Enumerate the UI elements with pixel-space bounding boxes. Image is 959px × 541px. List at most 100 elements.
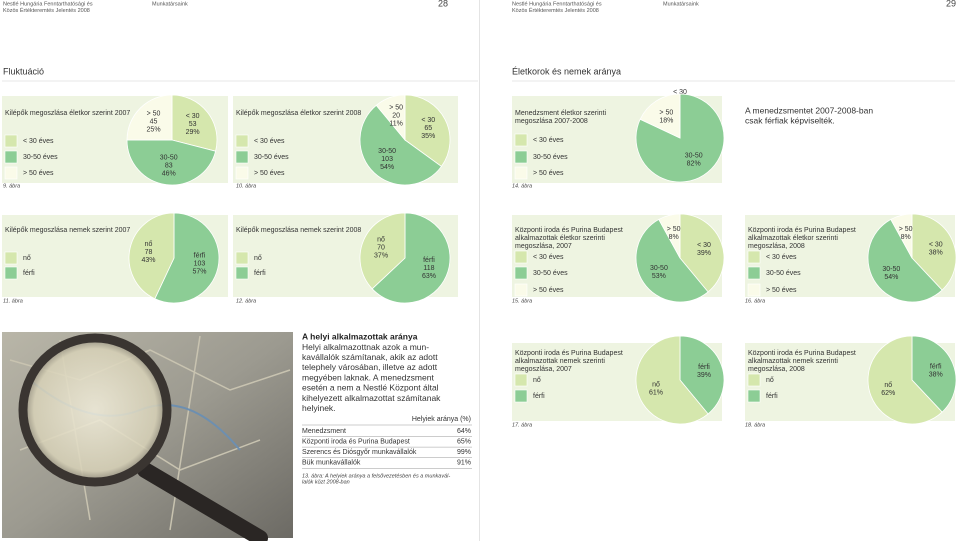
legend-swatch [747, 250, 761, 264]
pie-slice [635, 335, 709, 425]
table-cell: Menedzsment [302, 428, 346, 435]
header-publisher: Közös Értékteremtés Jelentés 2008 [3, 7, 90, 14]
slice-label: 118 [423, 265, 434, 272]
pie-slice [911, 213, 957, 291]
table-cell: 91% [457, 460, 471, 467]
slice-label: 78 [145, 249, 153, 256]
pie-slice [867, 335, 943, 425]
slice-label: nő [377, 236, 385, 243]
paragraph-line: telephely városában, illetve az adott [302, 362, 438, 372]
slice-label: < 30 [929, 241, 943, 248]
pie-slice [359, 212, 406, 290]
figure-title: Kilépők megoszlása nemek szerint 2007 [5, 227, 130, 234]
pie-slice [375, 94, 406, 142]
paragraph-line: kavállalók számítanak, akik az adott [302, 352, 438, 362]
slice-label: 30-50 [882, 266, 900, 273]
slice-label: 45 [150, 118, 158, 125]
table-cell: 64% [457, 428, 471, 435]
figure-title: megoszlása, 2008 [748, 366, 805, 373]
figure-caption: 11. ábra [3, 298, 23, 304]
slice-label: 11% [389, 120, 403, 127]
slice-label: 65 [424, 125, 432, 132]
pie-slice [890, 213, 913, 259]
slice-label: 39% [697, 250, 711, 257]
slice-label: férfi [423, 257, 435, 264]
legend-label: < 30 éves [254, 138, 285, 145]
pie-slice [679, 335, 725, 415]
figure-title: Kilépők megoszlása nemek szerint 2008 [236, 227, 361, 234]
pie-slice [128, 212, 175, 300]
lens-handle [137, 462, 268, 541]
slice-label: 8% [669, 234, 679, 241]
slice-label: 61% [649, 389, 663, 396]
legend-swatch [4, 150, 18, 164]
figure-title: Kilépők megoszlása életkor szerint 2008 [236, 110, 361, 117]
figure-caption: 9. ábra [3, 183, 20, 189]
legend-label: < 30 éves [533, 137, 564, 144]
legend-swatch [514, 250, 528, 264]
table-caption: lalók közt 2008-ban [302, 479, 350, 485]
figure-caption: 17. ábra [512, 422, 532, 428]
figure-title: alkalmazottak nemek szerinti [748, 358, 838, 365]
slice-label: 54% [380, 164, 394, 171]
slice-label: 8% [901, 234, 911, 241]
slice-label: 38% [929, 371, 943, 378]
slice-label: 38% [929, 249, 943, 256]
pie-slice [867, 218, 943, 303]
slice-label: 83 [165, 163, 173, 170]
pie-slice [635, 218, 709, 303]
figure-title: alkalmazottak életkor szerinti [748, 235, 838, 242]
slice-label: 39% [697, 372, 711, 379]
slice-label: 57% [192, 269, 206, 276]
pie-slice [126, 94, 173, 141]
table-caption: 13. ábra: A helyiek aránya a felsővezeté… [302, 473, 450, 479]
table-cell: 99% [457, 449, 471, 456]
pie-slice [639, 93, 681, 139]
legend-label: férfi [254, 270, 266, 277]
figure-title: Központi iroda és Purina Budapest [515, 350, 623, 357]
figure-caption: 10. ábra [236, 183, 256, 189]
legend-swatch [747, 266, 761, 280]
legend-label: nő [766, 377, 774, 384]
paragraph-line: Helyi alkalmazottnak azok a mun- [302, 342, 429, 352]
figure-caption: 14. ábra [512, 183, 532, 189]
legend-label: férfi [533, 393, 545, 400]
slice-label: férfi [698, 364, 710, 371]
pie-slice [359, 104, 442, 186]
table-header: Helyiek aránya (%) [412, 416, 471, 423]
slice-label: 103 [381, 156, 393, 163]
slice-label: 62% [881, 390, 895, 397]
legend-label: nő [533, 377, 541, 384]
legend-swatch [235, 150, 249, 164]
text-heading: A helyi alkalmazottak aránya [302, 331, 418, 341]
slice-label: nő [884, 382, 892, 389]
figure-caption: 15. ábra [512, 298, 532, 304]
legend-swatch [235, 166, 249, 180]
legend-swatch [514, 389, 528, 403]
legend-label: > 50 éves [23, 170, 54, 177]
figure-caption: 18. ábra [745, 422, 765, 428]
slice-label: 53% [652, 273, 666, 280]
slice-label: < 30 [421, 117, 435, 124]
slice-label: < 30 [186, 113, 200, 120]
slice-label: 82% [687, 160, 701, 167]
legend-swatch [514, 166, 528, 180]
table-cell: Központi iroda és Purina Budapest [302, 438, 410, 445]
legend-swatch [4, 134, 18, 148]
legend-label: nő [254, 255, 262, 262]
legend-swatch [4, 266, 18, 280]
slice-label: 30-50 [160, 155, 178, 162]
slice-label: 35% [421, 133, 435, 140]
table-cell: Szerencs és Diósgyőr munkavállalók [302, 449, 417, 456]
figure-title: Menedzsment életkor szerinti [515, 110, 606, 117]
slice-label: 46% [162, 171, 176, 178]
legend-label: > 50 éves [533, 170, 564, 177]
slice-label: 30-50 [685, 152, 703, 159]
legend-label: 30-50 éves [766, 270, 801, 277]
slice-label: 30-50 [650, 265, 668, 272]
slice-label: > 50 [899, 226, 913, 233]
legend-label: > 50 éves [254, 170, 285, 177]
legend-swatch [747, 283, 761, 297]
slice-label: > 50 [389, 104, 403, 111]
paragraph-line: megyében laknak. A menedzsment [302, 372, 434, 382]
